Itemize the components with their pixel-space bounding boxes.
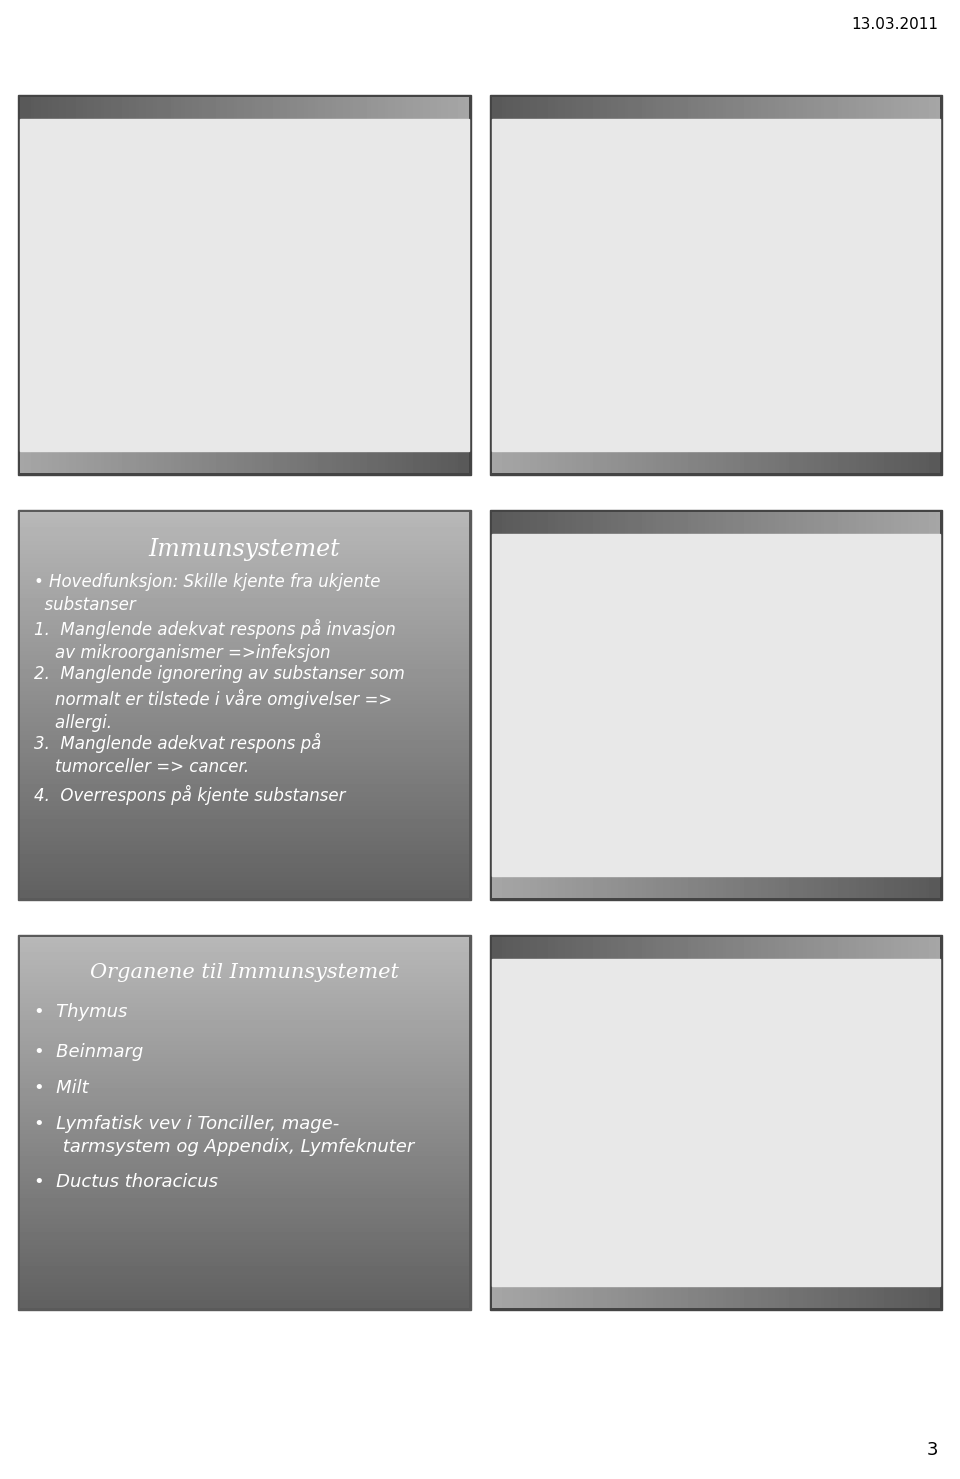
Bar (490, 95, 942, 475)
Bar (18, 935, 471, 1310)
Text: •  Milt: • Milt (34, 1080, 88, 1097)
Text: • Hovedfunksjon: Skille kjente fra ukjente
  substanser: • Hovedfunksjon: Skille kjente fra ukjen… (34, 572, 380, 614)
Text: Organene til Immunsystemet: Organene til Immunsystemet (90, 963, 399, 982)
Bar (492, 958, 940, 1287)
Bar (492, 534, 940, 876)
Bar (492, 118, 940, 451)
Text: 1.  Manglende adekvat respons på invasjon
    av mikroorganismer =>infeksjon: 1. Manglende adekvat respons på invasjon… (34, 620, 396, 663)
Text: 3: 3 (926, 1441, 938, 1458)
Text: 4.  Overrespons på kjente substanser: 4. Overrespons på kjente substanser (34, 785, 346, 805)
Text: •  Ductus thoracicus: • Ductus thoracicus (34, 1173, 218, 1191)
Bar (20, 118, 469, 451)
Text: •  Lymfatisk vev i Tonciller, mage-
     tarmsystem og Appendix, Lymfeknuter: • Lymfatisk vev i Tonciller, mage- tarms… (34, 1115, 415, 1157)
Bar (490, 935, 942, 1310)
Bar (18, 510, 471, 901)
Text: 3.  Manglende adekvat respons på
    tumorceller => cancer.: 3. Manglende adekvat respons på tumorcel… (34, 734, 322, 776)
Bar (18, 95, 471, 475)
Text: •  Beinmarg: • Beinmarg (34, 1043, 143, 1060)
Text: 2.  Manglende ignorering av substanser som
    normalt er tilstede i våre omgive: 2. Manglende ignorering av substanser so… (34, 666, 405, 732)
Text: Immunsystemet: Immunsystemet (149, 538, 340, 561)
Text: •  Thymus: • Thymus (34, 1003, 128, 1021)
Text: 13.03.2011: 13.03.2011 (851, 16, 938, 33)
Bar (490, 510, 942, 901)
